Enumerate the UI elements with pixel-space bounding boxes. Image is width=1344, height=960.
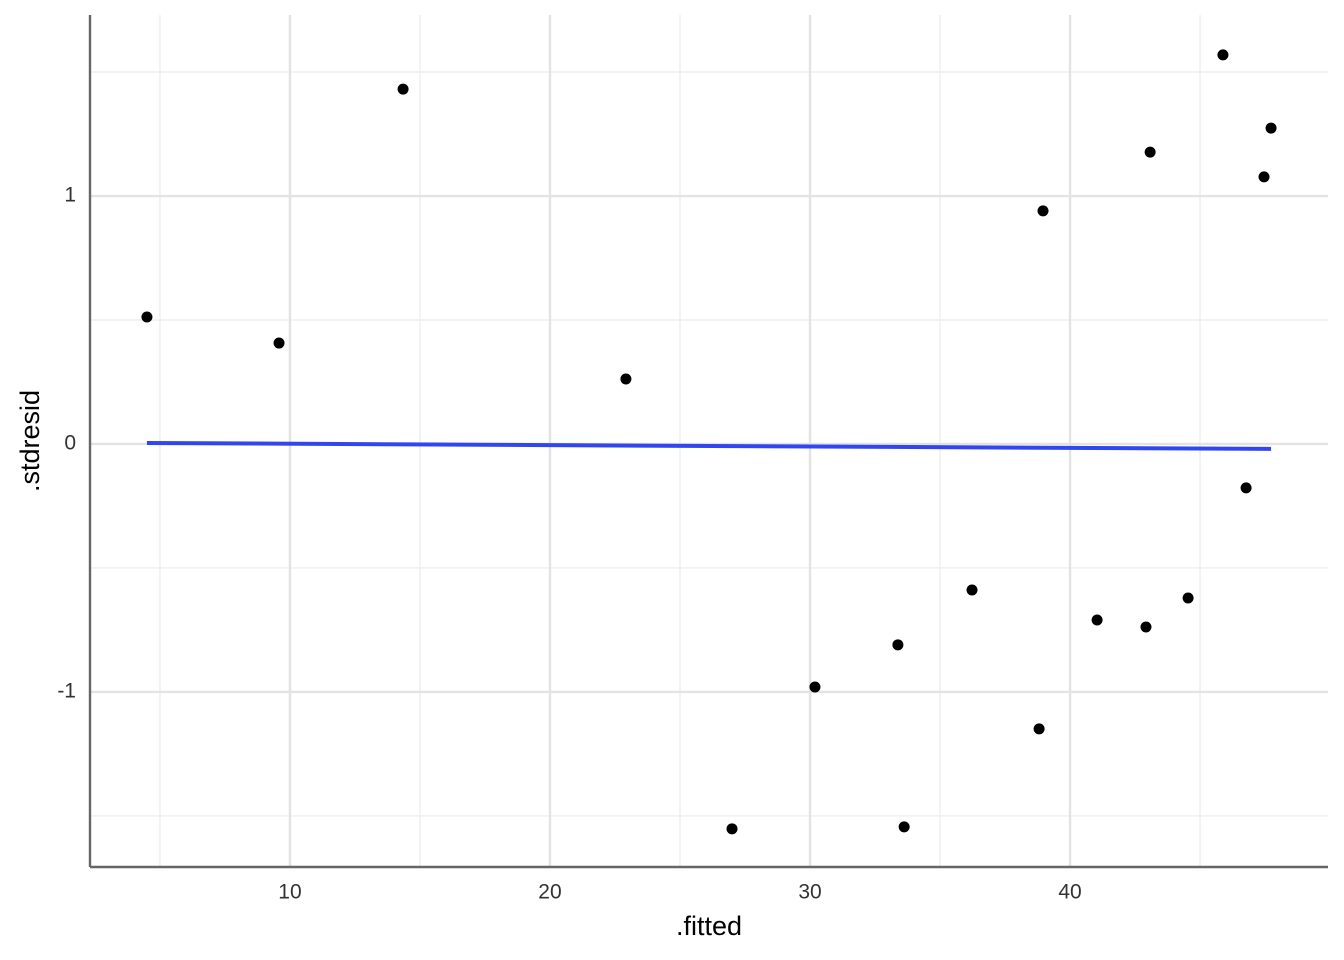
- x-tick-label: 40: [1058, 881, 1081, 904]
- point: [1258, 171, 1270, 183]
- point: [898, 821, 910, 833]
- point: [1037, 205, 1049, 217]
- point: [1140, 621, 1152, 633]
- point: [1033, 723, 1045, 735]
- y-tick-label: 0: [64, 432, 76, 455]
- fit-line: [146, 440, 1272, 451]
- point: [397, 83, 409, 95]
- point: [273, 337, 285, 349]
- y-tick-label: 1: [64, 184, 76, 207]
- point: [966, 584, 978, 596]
- point: [1217, 49, 1229, 61]
- point: [1144, 146, 1156, 158]
- point: [726, 823, 738, 835]
- x-tick-label: 30: [798, 881, 821, 904]
- point: [1091, 614, 1103, 626]
- x-tick-label: 20: [538, 881, 561, 904]
- point: [1240, 482, 1252, 494]
- point: [892, 639, 904, 651]
- x-tick-label: 10: [278, 881, 301, 904]
- y-tick-label: -1: [57, 679, 76, 702]
- x-axis-title: .fitted: [676, 911, 742, 941]
- point: [1182, 592, 1194, 604]
- point: [620, 373, 632, 385]
- y-axis-title: .stdresid: [15, 390, 45, 492]
- point: [141, 311, 153, 323]
- point: [1265, 122, 1277, 134]
- point: [809, 681, 821, 693]
